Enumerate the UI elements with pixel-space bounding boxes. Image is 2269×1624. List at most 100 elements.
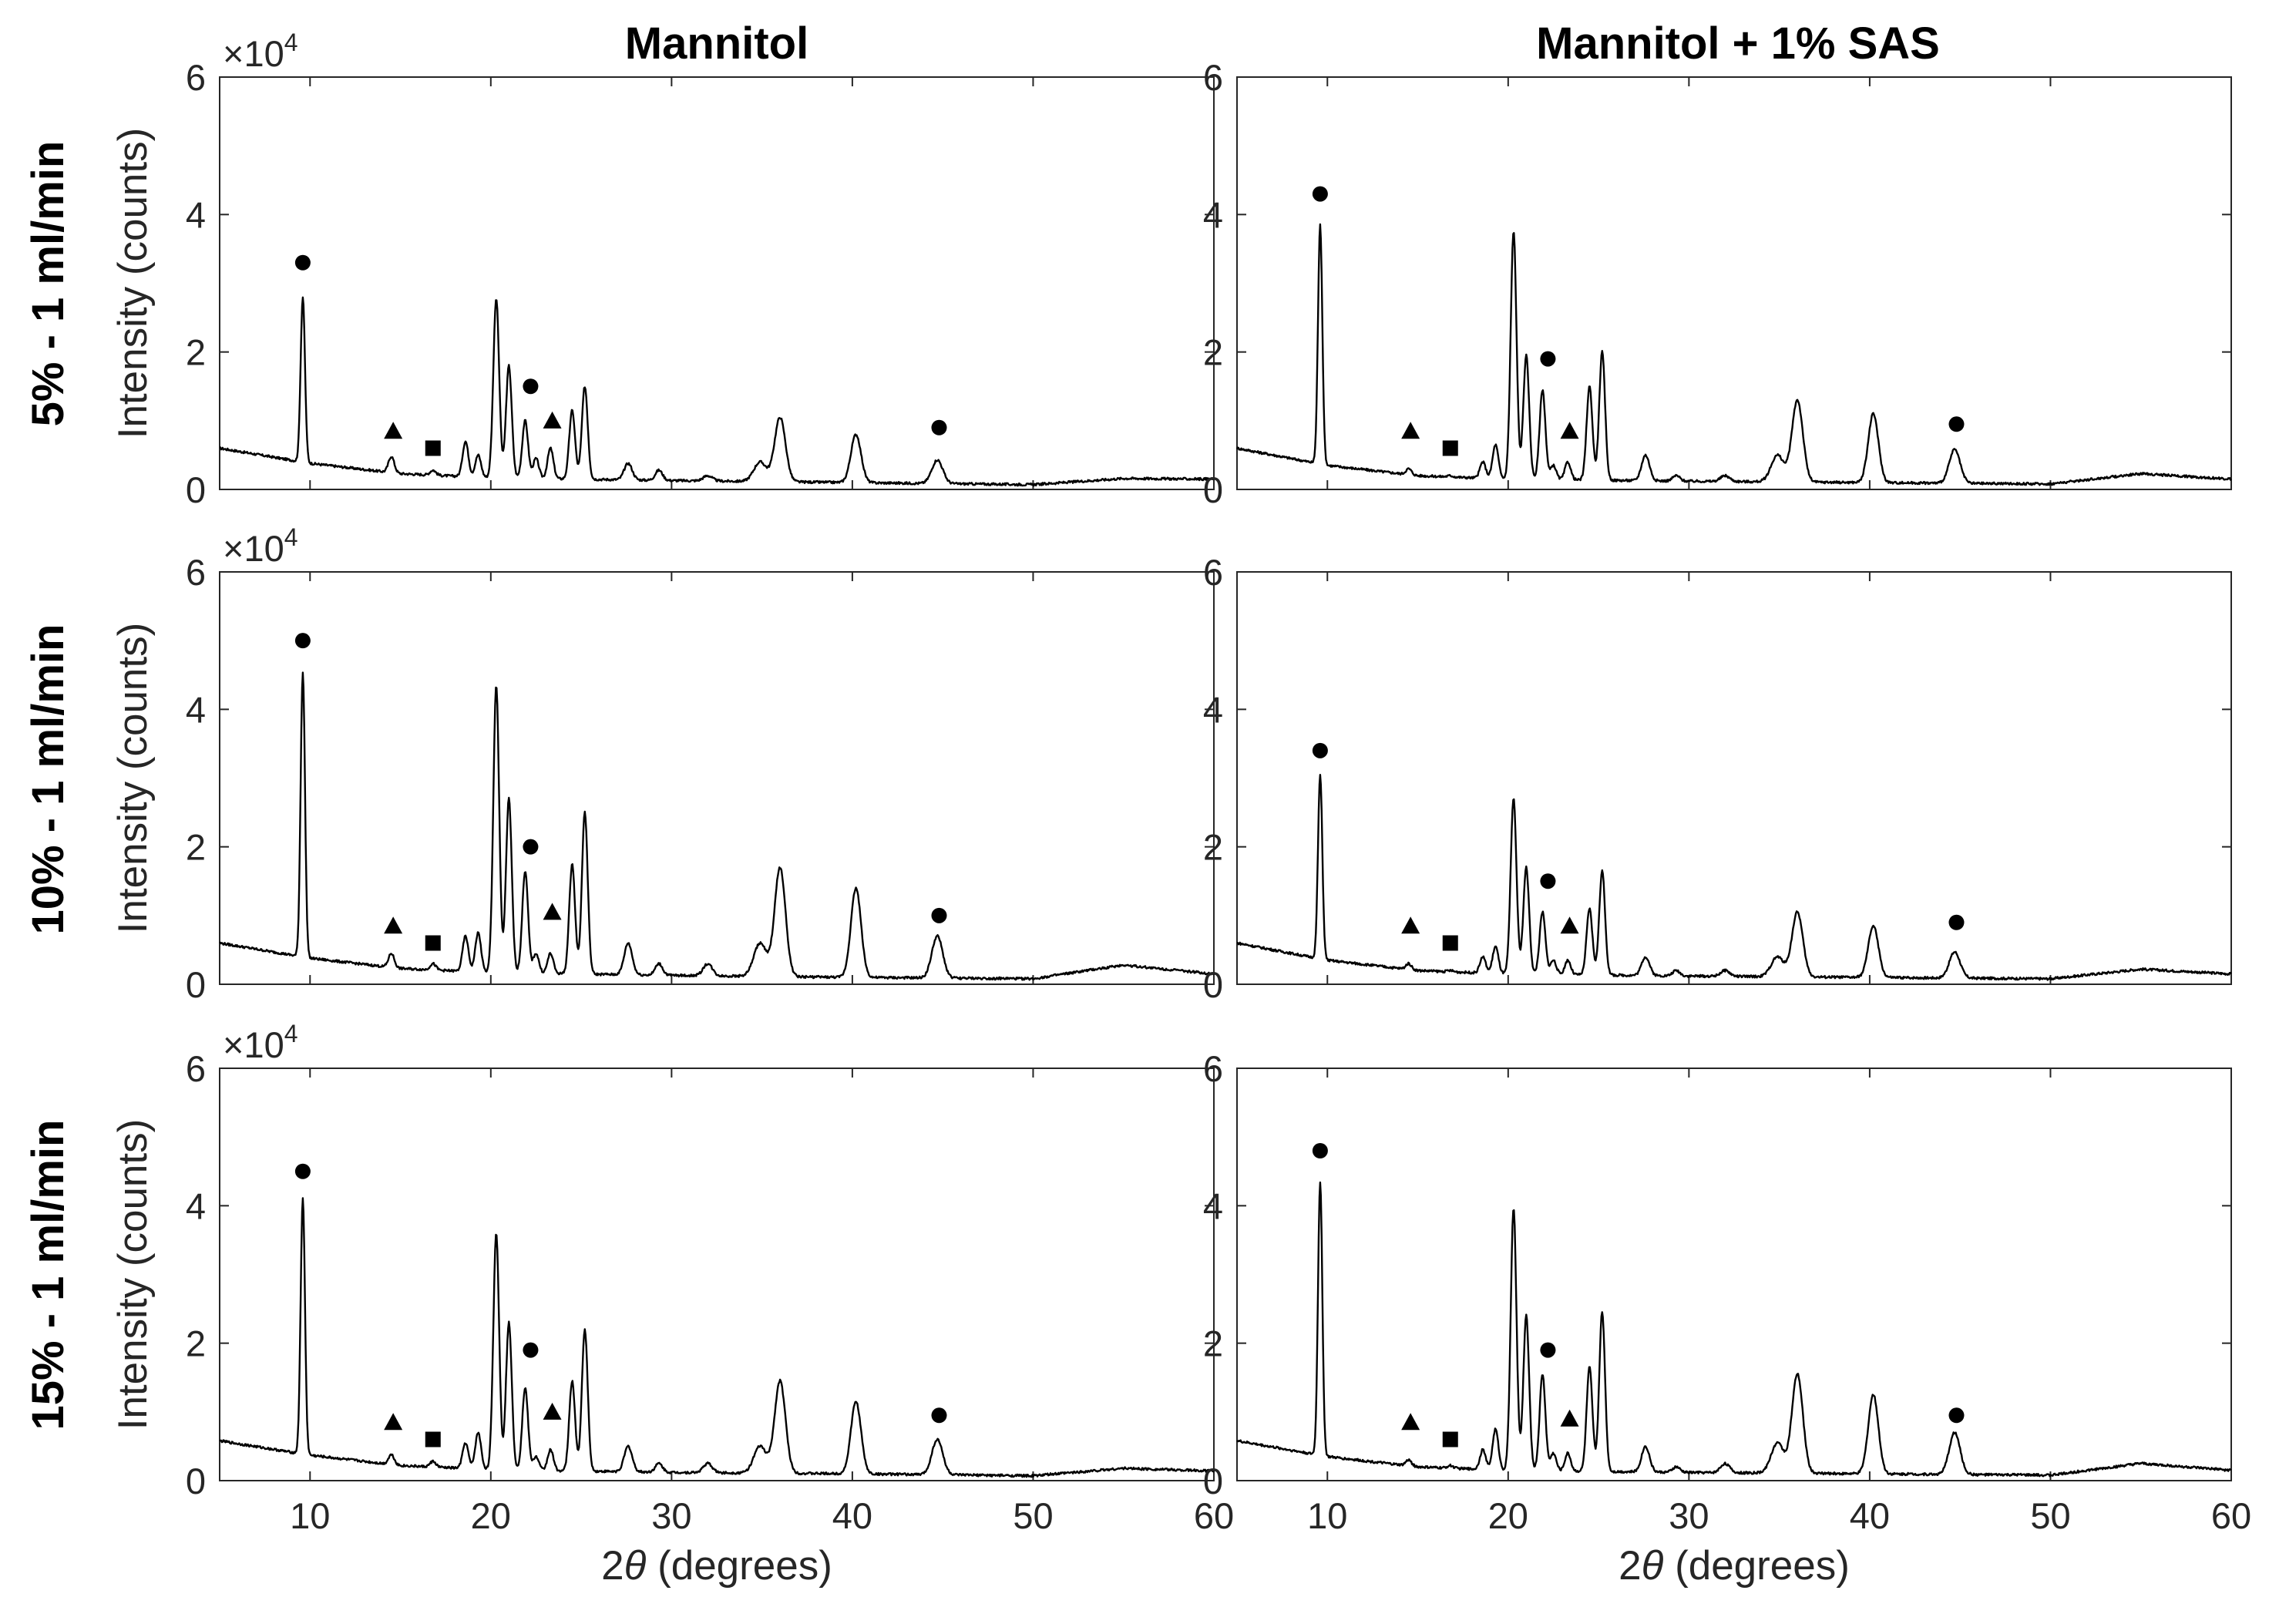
triangle-marker — [543, 1402, 562, 1420]
xrd-pattern-line — [219, 296, 1215, 487]
y-tick-label: 0 — [1203, 964, 1223, 1005]
circle-marker — [1312, 186, 1328, 202]
axes-box — [1236, 76, 2232, 490]
circle-marker — [931, 419, 947, 435]
y-multiplier: ×104 — [223, 523, 298, 569]
x-tick-label: 40 — [832, 1495, 872, 1536]
panel-r2-c1: 0 2 4 6 10 20 30 40 50 60 2θ (degrees) — [1203, 1048, 2251, 1589]
circle-marker — [1948, 1407, 1965, 1424]
xrd-pattern-line — [219, 1197, 1215, 1478]
x-tick-label: 30 — [1669, 1495, 1709, 1536]
row-title-10pct: 10% - 1 ml/min — [23, 624, 73, 935]
axes-box — [1236, 1068, 2232, 1481]
x-tick-label: 10 — [1307, 1495, 1347, 1536]
panel-r0-c1: 0 2 4 6 — [1203, 57, 2232, 510]
y-tick-label: 6 — [186, 1048, 206, 1089]
x-tick-label: 50 — [2030, 1495, 2070, 1536]
circle-marker — [1948, 416, 1965, 432]
circle-marker — [294, 254, 311, 271]
x-tick-label: 60 — [2211, 1495, 2251, 1536]
y-tick-label: 4 — [186, 689, 206, 730]
square-marker — [425, 1431, 441, 1447]
triangle-marker — [1560, 422, 1579, 439]
square-marker — [425, 440, 441, 456]
circle-marker — [1948, 914, 1965, 930]
row-title-15pct: 15% - 1 ml/min — [23, 1120, 73, 1431]
y-tick-label: 4 — [1203, 194, 1223, 235]
y-tick-label: 6 — [1203, 1048, 1223, 1089]
square-marker — [1442, 440, 1458, 456]
y-multiplier: ×104 — [223, 29, 298, 74]
circle-marker — [1540, 1342, 1556, 1358]
triangle-marker — [543, 411, 562, 429]
y-tick-label: 0 — [186, 964, 206, 1005]
circle-marker — [931, 907, 947, 923]
row-title-5pct: 5% - 1 ml/min — [23, 141, 73, 427]
circle-marker — [931, 1407, 947, 1424]
y-multiplier: ×104 — [223, 1020, 298, 1065]
x-tick-label: 20 — [1488, 1495, 1528, 1536]
circle-marker — [1312, 1143, 1328, 1158]
triangle-marker — [1401, 916, 1420, 934]
triangle-marker — [384, 1413, 403, 1431]
y-tick-label: 0 — [186, 1461, 206, 1501]
circle-marker — [523, 378, 539, 395]
y-tick-label: 2 — [186, 1323, 206, 1364]
circle-marker — [1312, 742, 1328, 758]
triangle-marker — [384, 916, 403, 934]
triangle-marker — [543, 903, 562, 920]
y-axis-label: Intensity (counts) — [110, 623, 156, 934]
x-tick-label: 10 — [290, 1495, 330, 1536]
triangle-marker — [1560, 1409, 1579, 1427]
circle-marker — [294, 633, 311, 649]
axes-box — [219, 571, 1215, 985]
xrd-pattern-line — [1236, 774, 2232, 981]
y-tick-label: 6 — [186, 57, 206, 98]
panel-r0-c0: 0 2 4 6 ×104 Intensity (counts) — [110, 29, 1215, 510]
xrd-pattern-line — [219, 671, 1215, 981]
y-tick-label: 0 — [186, 469, 206, 510]
x-tick-label: 40 — [1850, 1495, 1890, 1536]
x-axis-label: 2θ (degrees) — [601, 1543, 832, 1589]
axes-box — [219, 76, 1215, 490]
column-title-mannitol-sas: Mannitol + 1% SAS — [1536, 18, 1940, 69]
panel-r1-c0: 0 2 4 6 ×104 Intensity (counts) — [110, 523, 1215, 1005]
triangle-marker — [384, 422, 403, 439]
y-tick-label: 0 — [1203, 469, 1223, 510]
xrd-pattern-line — [1235, 223, 2232, 486]
x-tick-label: 20 — [471, 1495, 511, 1536]
y-tick-label: 6 — [1203, 57, 1223, 98]
y-tick-label: 4 — [186, 194, 206, 235]
y-tick-label: 2 — [186, 827, 206, 868]
y-tick-label: 6 — [1203, 552, 1223, 593]
circle-marker — [294, 1163, 311, 1179]
square-marker — [425, 935, 441, 951]
circle-marker — [1540, 873, 1556, 889]
square-marker — [1442, 935, 1458, 951]
y-axis-label: Intensity (counts) — [110, 128, 156, 439]
triangle-marker — [1401, 1413, 1420, 1431]
square-marker — [1442, 1431, 1458, 1447]
x-tick-label: 60 — [1194, 1495, 1234, 1536]
y-tick-label: 2 — [1203, 1323, 1223, 1364]
y-axis-label: Intensity (counts) — [110, 1119, 156, 1431]
y-tick-label: 0 — [1203, 1461, 1223, 1501]
y-tick-label: 4 — [186, 1185, 206, 1226]
y-tick-label: 6 — [186, 552, 206, 593]
column-title-mannitol: Mannitol — [625, 18, 808, 69]
x-tick-label: 30 — [651, 1495, 691, 1536]
circle-marker — [523, 1342, 539, 1358]
y-tick-label: 2 — [1203, 827, 1223, 868]
y-tick-label: 4 — [1203, 1185, 1223, 1226]
axes-box — [219, 1068, 1215, 1481]
triangle-marker — [1560, 916, 1579, 934]
panel-r1-c1: 0 2 4 6 — [1203, 552, 2232, 1005]
circle-marker — [523, 839, 539, 855]
y-tick-label: 2 — [1203, 332, 1223, 373]
y-tick-label: 4 — [1203, 689, 1223, 730]
triangle-marker — [1401, 422, 1420, 439]
x-axis-label: 2θ (degrees) — [1619, 1543, 1850, 1589]
